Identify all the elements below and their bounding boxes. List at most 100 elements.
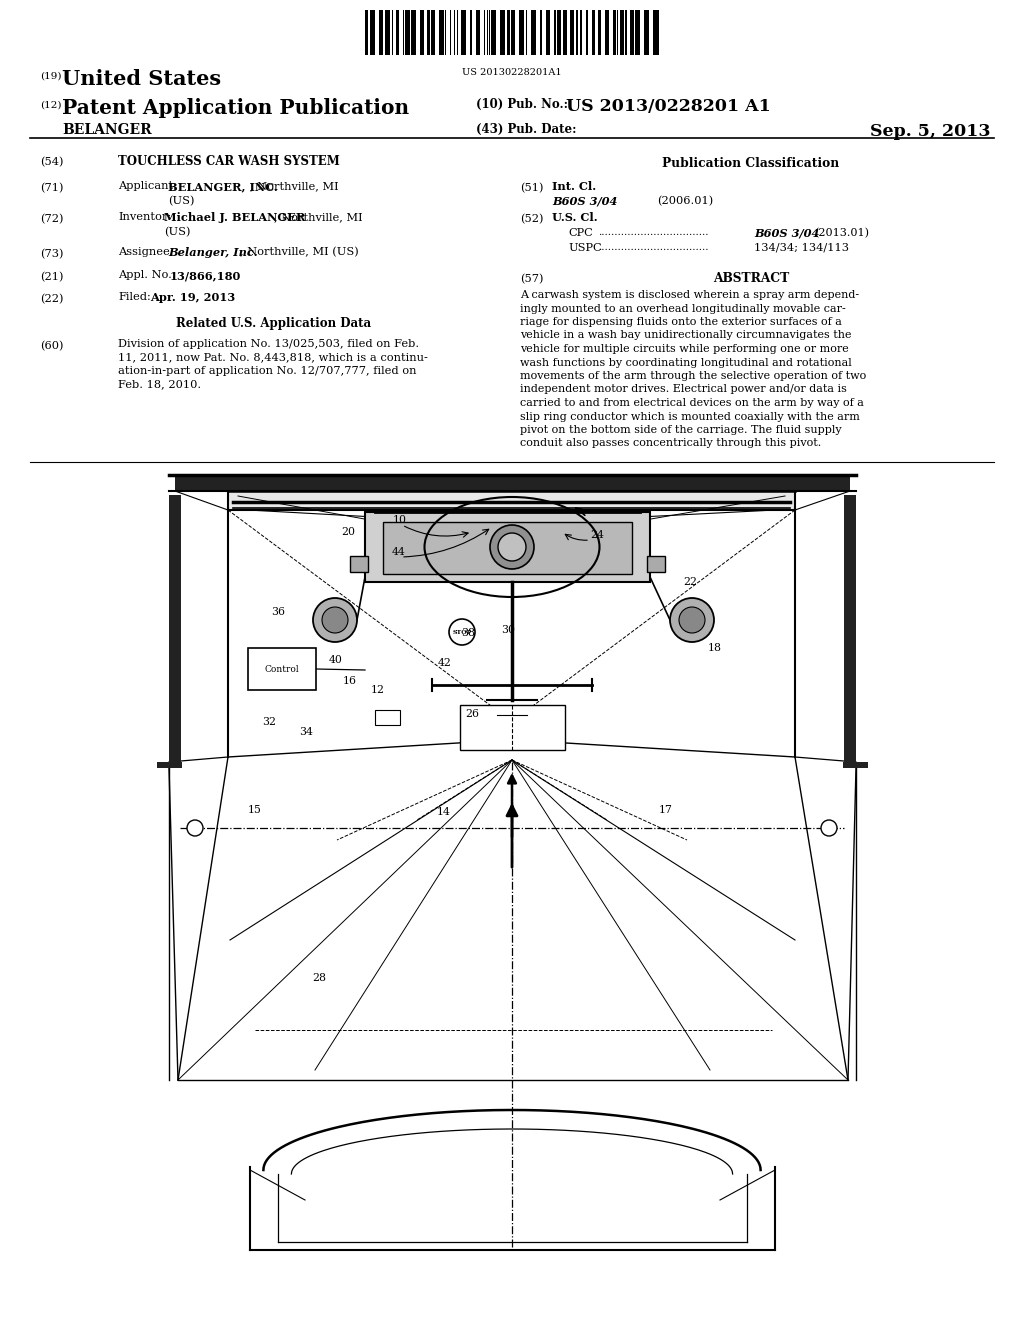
Text: 26: 26 [465,709,479,719]
Text: 10: 10 [393,515,407,525]
Bar [536,11,540,55]
Text: (51): (51) [520,183,544,193]
Circle shape [821,820,837,836]
Bar [582,11,586,55]
Text: , Northville, MI (US): , Northville, MI (US) [240,247,358,257]
Bar [640,11,644,55]
Text: ingly mounted to an overhead longitudinally movable car-: ingly mounted to an overhead longitudina… [520,304,846,314]
Circle shape [187,820,203,836]
Text: Feb. 18, 2010.: Feb. 18, 2010. [118,380,201,389]
Text: slip ring conductor which is mounted coaxially with the arm: slip ring conductor which is mounted coa… [520,412,860,421]
Circle shape [490,525,534,569]
Text: carried to and from electrical devices on the arm by way of a: carried to and from electrical devices o… [520,399,864,408]
Text: Division of application No. 13/025,503, filed on Feb.: Division of application No. 13/025,503, … [118,339,419,348]
Bar [561,11,563,55]
Text: Appl. No.:: Appl. No.: [118,271,176,280]
Bar [480,11,484,55]
Text: (19): (19) [40,73,61,81]
Text: Patent Application Publication: Patent Application Publication [62,98,410,117]
Bar [649,11,653,55]
Bar [399,11,403,55]
Bar [365,11,659,55]
Text: Applicant:: Applicant: [118,181,177,191]
Circle shape [679,607,705,634]
Text: (2013.01): (2013.01) [814,228,869,239]
Bar [175,475,850,491]
Bar [527,11,531,55]
Text: United States: United States [62,69,221,88]
Text: Publication Classification: Publication Classification [663,157,840,170]
Bar [424,11,427,55]
Text: independent motor drives. Electrical power and/or data is: independent motor drives. Electrical pow… [520,384,847,395]
Bar [455,11,457,55]
Text: 30: 30 [501,624,515,635]
Text: (22): (22) [40,294,63,305]
Text: 16: 16 [343,676,357,686]
Bar [169,495,181,766]
Text: STOP: STOP [453,630,472,635]
Bar [618,11,620,55]
Bar [446,11,450,55]
Text: Michael J. BELANGER: Michael J. BELANGER [164,213,305,223]
Text: vehicle for multiple circuits while performing one or more: vehicle for multiple circuits while perf… [520,345,849,354]
Bar [228,491,795,510]
Text: Control: Control [264,664,299,673]
Text: (72): (72) [40,214,63,224]
Text: BELANGER: BELANGER [62,123,152,137]
Text: BELANGER, INC.: BELANGER, INC. [168,181,278,191]
Text: Sep. 5, 2013: Sep. 5, 2013 [869,123,990,140]
Text: 38: 38 [461,628,475,638]
Bar [588,11,592,55]
Text: 34: 34 [299,727,313,737]
Text: Int. Cl.: Int. Cl. [552,181,596,191]
Bar [248,648,316,690]
Text: 18: 18 [708,643,722,653]
Bar [435,11,439,55]
Bar [393,11,396,55]
Bar [844,495,856,766]
Text: (12): (12) [40,102,61,110]
Bar [460,705,565,750]
Text: (US): (US) [164,227,190,238]
Text: (57): (57) [520,275,544,284]
Text: movements of the arm through the selective operation of two: movements of the arm through the selecti… [520,371,866,381]
Text: 12: 12 [371,685,385,696]
Text: 40: 40 [329,655,343,665]
Text: 22: 22 [683,577,697,587]
Text: (2006.01): (2006.01) [657,195,714,206]
Text: CPC: CPC [568,228,593,238]
Bar [472,11,476,55]
Bar [524,11,526,55]
Bar [368,11,370,55]
Text: ..................................: .................................. [598,228,709,238]
Bar [485,11,487,55]
Circle shape [313,598,357,642]
Text: 36: 36 [271,607,285,616]
Text: A carwash system is disclosed wherein a spray arm depend-: A carwash system is disclosed wherein a … [520,290,859,300]
Text: riage for dispensing fluids onto the exterior surfaces of a: riage for dispensing fluids onto the ext… [520,317,842,327]
Text: 14: 14 [437,807,451,817]
Text: Apr. 19, 2013: Apr. 19, 2013 [150,292,236,304]
Bar [578,11,580,55]
Text: (US): (US) [168,195,195,206]
Bar [843,762,868,768]
Text: (73): (73) [40,249,63,259]
Text: U.S. Cl.: U.S. Cl. [552,213,598,223]
Text: B60S 3/04: B60S 3/04 [754,228,819,239]
Text: B60S 3/04: B60S 3/04 [552,195,617,207]
Bar [350,556,368,572]
Bar [550,11,554,55]
Text: 32: 32 [262,717,276,727]
Bar [542,11,546,55]
Text: wash functions by coordinating longitudinal and rotational: wash functions by coordinating longitudi… [520,358,852,367]
Bar [375,710,400,725]
Text: ation-in-part of application No. 12/707,777, filed on: ation-in-part of application No. 12/707,… [118,366,417,376]
Text: Belanger, Inc.: Belanger, Inc. [168,247,258,257]
Text: US 20130228201A1: US 20130228201A1 [462,69,562,77]
Text: 42: 42 [438,657,452,668]
Text: , Northville, MI: , Northville, MI [250,181,339,191]
Bar [383,521,632,574]
Text: Assignee:: Assignee: [118,247,173,257]
Text: (21): (21) [40,272,63,282]
Circle shape [322,607,348,634]
